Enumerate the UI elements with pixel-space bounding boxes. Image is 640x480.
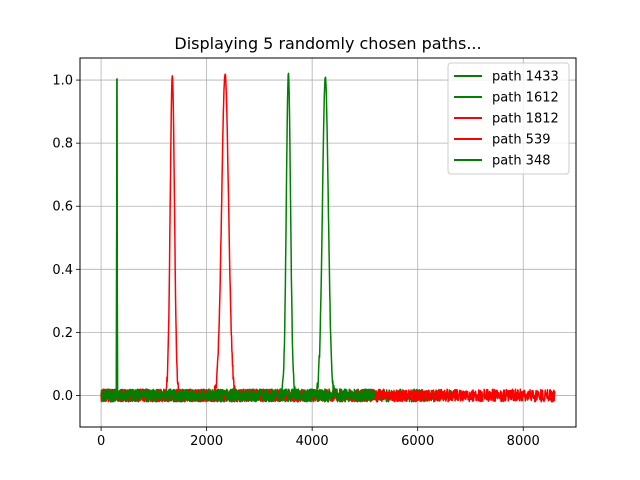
- legend-label-1: path 1612: [492, 91, 559, 106]
- y-tick-label: 0.8: [52, 137, 73, 152]
- y-tick-label: 0.4: [52, 263, 73, 278]
- series-line-1: [100, 76, 453, 403]
- legend: path 1433 path 1612 path 1812 path 539 path …: [447, 62, 570, 175]
- x-tick-label: 4000: [296, 434, 329, 449]
- legend-label-3: path 539: [492, 133, 551, 148]
- chart-title: Displaying 5 randomly chosen paths...: [174, 34, 481, 53]
- legend-label-2: path 1812: [492, 112, 559, 127]
- series-line-4: [100, 78, 377, 403]
- y-tick-label: 0.2: [52, 326, 73, 341]
- y-tick-label: 0.0: [52, 389, 73, 404]
- legend-box: [447, 62, 570, 175]
- ticks: 0 2000 4000 6000 8000 0.0 0.2 0.4 0.6 0.8 1.0: [52, 74, 539, 449]
- x-tick-label: 0: [97, 434, 105, 449]
- axes-frame: [79, 57, 577, 428]
- series-layer: [100, 72, 556, 403]
- x-tick-label: 2000: [190, 434, 223, 449]
- series-line-3: [100, 75, 281, 403]
- series-peak-4: [115, 78, 119, 396]
- y-tick-label: 0.6: [52, 200, 73, 215]
- y-tick-label: 1.0: [52, 74, 73, 89]
- legend-label-0: path 1433: [492, 70, 559, 85]
- x-tick-label: 6000: [401, 434, 434, 449]
- legend-label-4: path 348: [492, 154, 551, 169]
- x-tick-label: 8000: [507, 434, 540, 449]
